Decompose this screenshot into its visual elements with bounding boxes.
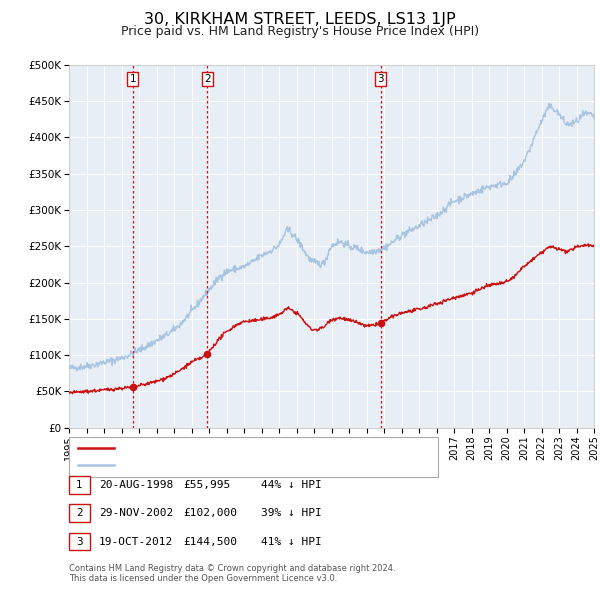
Text: 30, KIRKHAM STREET, LEEDS, LS13 1JP: 30, KIRKHAM STREET, LEEDS, LS13 1JP (144, 12, 456, 27)
Text: 2: 2 (76, 509, 83, 518)
Text: 44% ↓ HPI: 44% ↓ HPI (261, 480, 322, 490)
Text: 39% ↓ HPI: 39% ↓ HPI (261, 509, 322, 518)
Text: 3: 3 (377, 74, 384, 84)
Text: 30, KIRKHAM STREET, LEEDS, LS13 1JP (detached house): 30, KIRKHAM STREET, LEEDS, LS13 1JP (det… (120, 443, 416, 453)
Text: 2: 2 (204, 74, 211, 84)
Text: 41% ↓ HPI: 41% ↓ HPI (261, 537, 322, 546)
Text: Price paid vs. HM Land Registry's House Price Index (HPI): Price paid vs. HM Land Registry's House … (121, 25, 479, 38)
Text: 20-AUG-1998: 20-AUG-1998 (99, 480, 173, 490)
Text: 1: 1 (130, 74, 136, 84)
Text: 29-NOV-2002: 29-NOV-2002 (99, 509, 173, 518)
Text: Contains HM Land Registry data © Crown copyright and database right 2024.
This d: Contains HM Land Registry data © Crown c… (69, 563, 395, 583)
Text: £102,000: £102,000 (183, 509, 237, 518)
Text: 19-OCT-2012: 19-OCT-2012 (99, 537, 173, 546)
Text: 1: 1 (76, 480, 83, 490)
Text: HPI: Average price, detached house, Leeds: HPI: Average price, detached house, Leed… (120, 460, 343, 470)
Text: £55,995: £55,995 (183, 480, 230, 490)
Text: £144,500: £144,500 (183, 537, 237, 546)
Text: 3: 3 (76, 537, 83, 546)
